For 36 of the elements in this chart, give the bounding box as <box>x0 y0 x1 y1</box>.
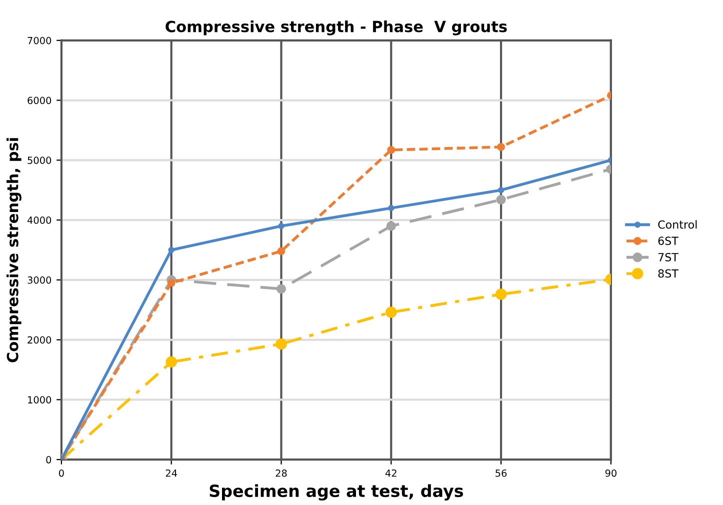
point <box>498 186 504 194</box>
legend-label: Control <box>658 220 697 229</box>
point <box>276 338 287 350</box>
x-tick-label: 90 <box>605 469 616 477</box>
x-axis-title: Specimen age at test, days <box>210 484 464 500</box>
legend-label: 6ST <box>658 236 678 246</box>
point <box>495 288 507 300</box>
point <box>387 146 396 154</box>
y-axis-title: Compressive strength, psi <box>6 138 22 362</box>
y-tick-label: 7000 <box>28 36 52 44</box>
point <box>276 284 286 294</box>
y-tick-label: 1000 <box>28 396 52 404</box>
y-tick-label: 3000 <box>28 276 52 284</box>
point <box>278 222 284 230</box>
legend-label: 8ST <box>658 269 678 278</box>
y-tick-label: 4000 <box>27 216 52 224</box>
point <box>277 247 286 256</box>
x-tick-label: 0 <box>59 469 64 477</box>
x-tick-label: 42 <box>385 469 396 477</box>
point <box>496 194 506 204</box>
point <box>388 204 394 212</box>
chart-title: Compressive strength - Phase V grouts <box>166 20 507 36</box>
y-tick-label: 6000 <box>28 96 52 104</box>
x-tick-label: 28 <box>276 469 287 477</box>
point <box>386 306 397 318</box>
x-tick-label: 56 <box>496 469 507 477</box>
y-tick-label: 0 <box>46 456 52 464</box>
point <box>166 356 177 368</box>
point <box>386 221 396 231</box>
point <box>168 246 174 254</box>
point <box>167 278 176 287</box>
legend-label: 7ST <box>658 252 678 262</box>
y-tick-label: 2000 <box>28 336 52 344</box>
y-tick-label: 5000 <box>28 156 52 164</box>
x-tick-label: 24 <box>166 469 177 477</box>
point <box>497 143 505 151</box>
